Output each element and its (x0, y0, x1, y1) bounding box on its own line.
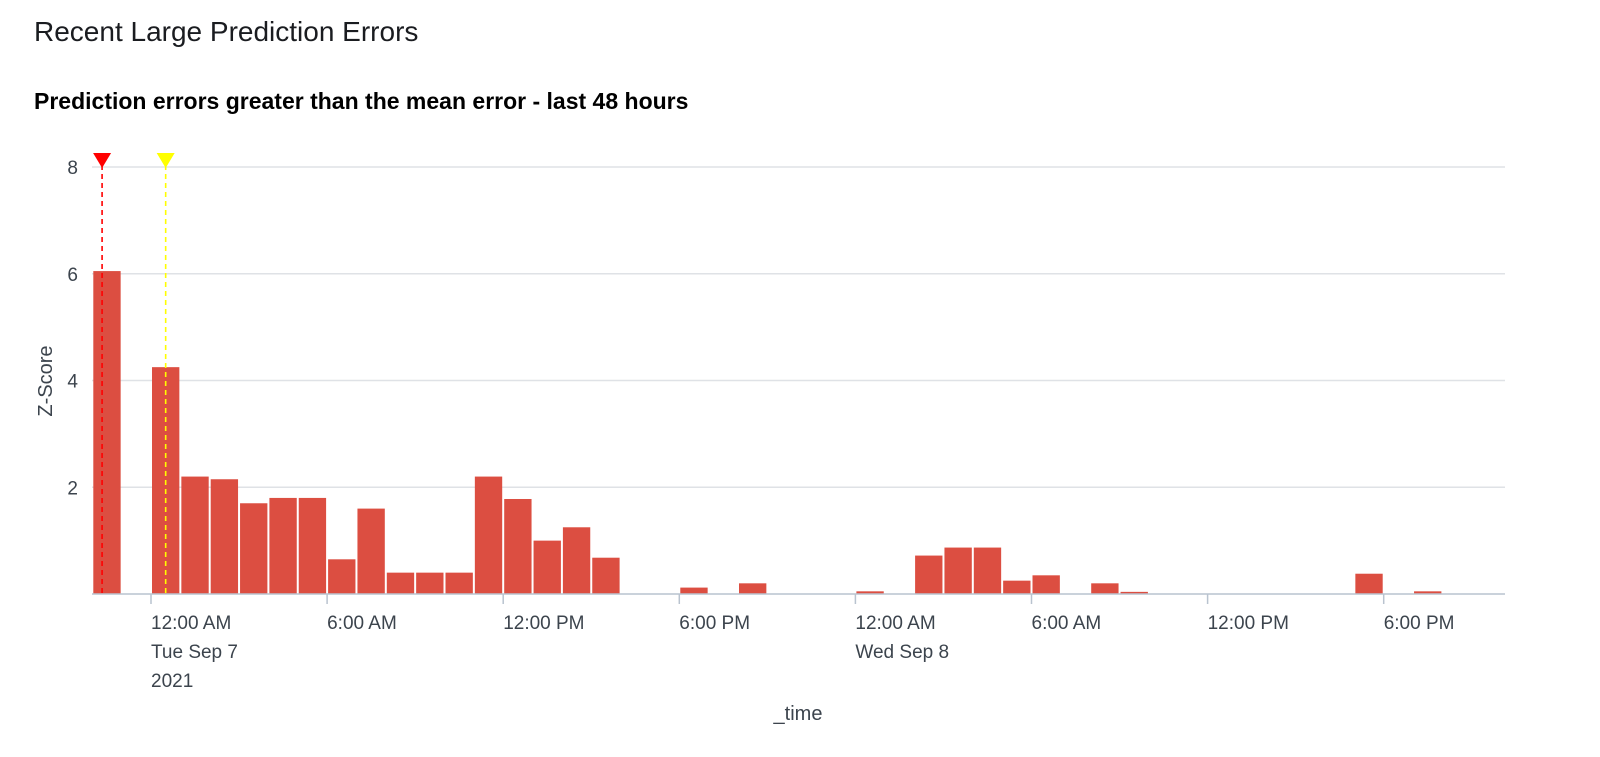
chart-title: Prediction errors greater than the mean … (34, 88, 689, 114)
grid-lines (92, 166, 1505, 488)
x-tick-label: 12:00 AM (855, 613, 935, 634)
x-tick-label: 2021 (151, 671, 193, 692)
annotation-marker[interactable] (156, 153, 175, 168)
bar[interactable] (944, 547, 972, 594)
bar[interactable] (240, 503, 268, 594)
bar[interactable] (1414, 591, 1442, 594)
bar[interactable] (562, 527, 591, 594)
bar[interactable] (474, 476, 503, 594)
bar[interactable] (533, 540, 561, 594)
bar[interactable] (328, 559, 356, 594)
y-tick-label: 2 (67, 478, 78, 499)
x-axis-title: _time (773, 703, 823, 725)
y-tick-label: 6 (67, 265, 78, 286)
x-tick-label: 6:00 AM (327, 613, 397, 634)
bar[interactable] (93, 271, 121, 594)
bar[interactable] (269, 497, 297, 594)
y-tick-label: 4 (67, 372, 78, 393)
annotation-marker[interactable] (93, 153, 112, 168)
x-tick-label: 12:00 AM (151, 613, 231, 634)
bar[interactable] (1003, 580, 1031, 594)
bar[interactable] (1355, 573, 1383, 594)
x-tick-label: 12:00 PM (503, 613, 584, 634)
annotations[interactable] (93, 153, 175, 594)
y-tick-label: 8 (67, 158, 78, 179)
x-tick-label: Tue Sep 7 (151, 642, 238, 663)
bar[interactable] (739, 583, 767, 594)
bar[interactable] (1120, 591, 1148, 594)
bar[interactable] (210, 479, 239, 594)
bar[interactable] (1032, 575, 1060, 594)
bar[interactable] (298, 497, 327, 594)
panel-title: Recent Large Prediction Errors (34, 16, 419, 47)
bar[interactable] (445, 572, 473, 594)
bar[interactable] (856, 591, 884, 594)
bar[interactable] (357, 508, 385, 594)
x-axis-ticks: 12:00 AM Tue Sep 7 2021 6:00 AM 12:00 PM 6:00… (150, 594, 1455, 692)
y-axis-ticks: 2 4 6 8 (67, 158, 78, 499)
bar[interactable] (680, 587, 708, 594)
bar[interactable] (592, 557, 620, 594)
x-tick-label: 6:00 PM (1384, 613, 1455, 634)
bar[interactable] (181, 476, 209, 594)
bar[interactable] (416, 572, 444, 594)
bars[interactable] (93, 271, 1442, 594)
bar[interactable] (973, 547, 1002, 594)
x-tick-label: 12:00 PM (1208, 613, 1289, 634)
x-tick-label: Wed Sep 8 (855, 642, 949, 663)
y-axis-title: Z-Score (35, 345, 57, 416)
bar[interactable] (1091, 583, 1119, 594)
bar[interactable] (504, 498, 532, 594)
bar[interactable] (386, 572, 415, 594)
x-tick-label: 6:00 PM (679, 613, 750, 634)
bar[interactable] (915, 555, 943, 594)
x-tick-label: 6:00 AM (1032, 613, 1102, 634)
